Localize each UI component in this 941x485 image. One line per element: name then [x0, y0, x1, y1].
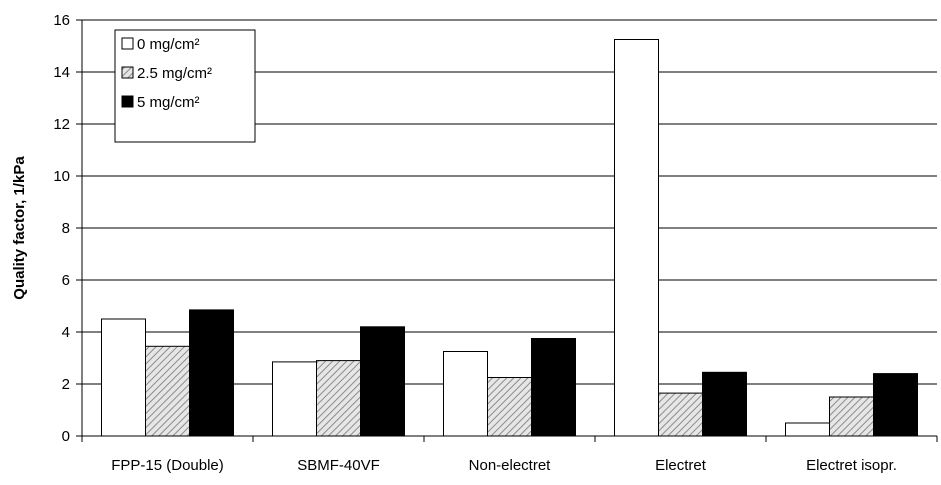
x-tick-label-3: Electret — [655, 457, 707, 474]
bar-0-0 — [101, 318, 146, 437]
x-tick-label-2: Non-electret — [469, 457, 552, 474]
axes — [76, 19, 938, 442]
bar-1-1 — [316, 360, 361, 437]
legend: 0 mg/cm² 2.5 mg/cm² 5 mg/cm² — [114, 29, 256, 143]
legend-swatch-2 — [121, 95, 134, 108]
x-tick-label-1: SBMF-40VF — [297, 457, 380, 474]
x-tick-labels: FPP-15 (Double) SBMF-40VF Non-electret Elec… — [111, 457, 897, 474]
bar-1-0 — [272, 361, 317, 437]
y-axis-title: Quality factor, 1/kPa — [11, 156, 28, 300]
legend-item-1: 2.5 mg/cm² — [121, 65, 212, 82]
bar-2-0 — [443, 351, 488, 437]
legend-label-0: 0 mg/cm² — [137, 36, 200, 53]
legend-swatch-1 — [121, 66, 134, 79]
y-tick-label-1: 2 — [62, 376, 70, 393]
legend-item-0: 0 mg/cm² — [121, 36, 200, 53]
y-tick-label-0: 0 — [62, 428, 70, 445]
bars — [101, 39, 918, 437]
y-tick-label-2: 4 — [62, 324, 70, 341]
legend-box — [114, 29, 256, 143]
legend-label-1: 2.5 mg/cm² — [137, 65, 212, 82]
x-tick-label-0: FPP-15 (Double) — [111, 457, 224, 474]
bar-1-2 — [360, 326, 405, 437]
bar-4-2 — [873, 373, 918, 437]
y-tick-label-3: 6 — [62, 272, 70, 289]
legend-swatch-0 — [121, 37, 134, 50]
bar-2-2 — [531, 338, 576, 437]
y-tick-label-7: 14 — [53, 64, 70, 81]
legend-label-2: 5 mg/cm² — [137, 94, 200, 111]
bar-4-0 — [785, 422, 830, 437]
bar-0-2 — [189, 309, 234, 437]
x-tick-label-4: Electret isopr. — [806, 457, 897, 474]
y-tick-label-4: 8 — [62, 220, 70, 237]
bar-3-2 — [702, 371, 747, 437]
y-tick-label-8: 16 — [53, 12, 70, 29]
legend-item-2: 5 mg/cm² — [121, 94, 200, 111]
y-tick-label-5: 10 — [53, 168, 70, 185]
bar-4-1 — [829, 396, 874, 437]
y-tick-labels: 0 2 4 6 8 10 12 14 16 — [53, 12, 70, 445]
bar-3-1 — [658, 392, 703, 437]
bar-0-1 — [145, 345, 190, 437]
bar-2-1 — [487, 377, 532, 437]
y-tick-label-6: 12 — [53, 116, 70, 133]
bar-3-0 — [614, 39, 659, 437]
